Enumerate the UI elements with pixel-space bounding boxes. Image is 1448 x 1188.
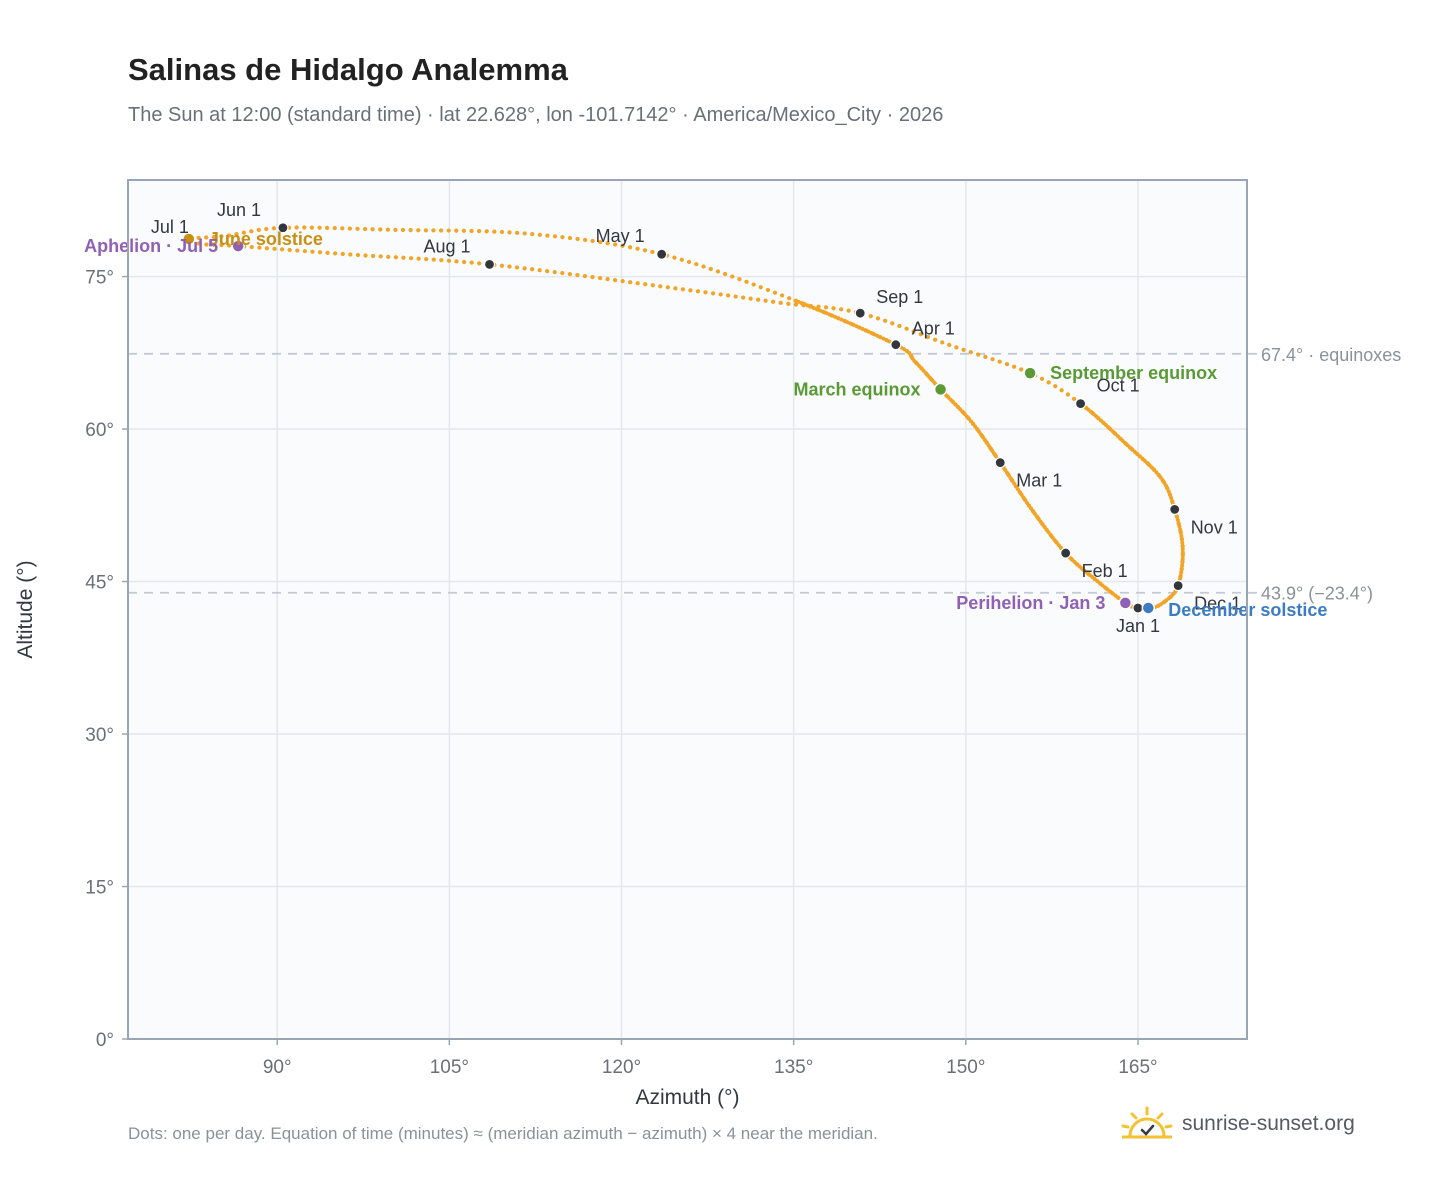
month-marker-label: Feb 1 — [1082, 561, 1128, 581]
reference-line-label: 67.4° · equinoxes — [1261, 345, 1401, 365]
y-tick-label: 15° — [85, 878, 114, 899]
month-marker-dot — [1074, 398, 1087, 410]
footnote: Dots: one per day. Equation of time (min… — [128, 1124, 878, 1143]
month-marker-label: Jul 1 — [151, 217, 189, 237]
x-axis-title: Azimuth (°) — [635, 1086, 739, 1109]
month-marker-label: Oct 1 — [1097, 376, 1140, 396]
brand-logo[interactable]: sunrise-sunset.org — [1120, 1104, 1355, 1144]
month-marker-dot — [1172, 580, 1184, 592]
chart-subtitle: The Sun at 12:00 (standard time) · lat 2… — [128, 104, 944, 126]
x-tick-label: 90° — [263, 1057, 292, 1078]
event-marker-dot — [182, 232, 196, 246]
event-marker-dot — [1118, 596, 1133, 610]
reference-line-label: 43.9° (−23.4°) — [1261, 584, 1373, 604]
sun-logo-icon — [1121, 1106, 1173, 1139]
x-tick-label: 105° — [430, 1057, 469, 1078]
event-label: Aphelion · Jul 5 — [84, 236, 218, 256]
month-marker-label: Jan 1 — [1116, 616, 1160, 636]
month-marker-label: Apr 1 — [912, 319, 955, 339]
x-tick-label: 165° — [1118, 1057, 1157, 1078]
event-marker-dot — [231, 239, 245, 253]
plot-area — [128, 180, 1247, 1039]
month-marker-label: May 1 — [596, 226, 645, 246]
event-label: September equinox — [1050, 363, 1217, 383]
event-label: Perihelion · Jan 3 — [956, 593, 1105, 613]
event-marker-dot — [1141, 601, 1156, 615]
month-marker-label: Sep 1 — [876, 287, 923, 307]
month-marker-label: Aug 1 — [424, 236, 471, 256]
brand-name: sunrise-sunset.org — [1182, 1112, 1355, 1135]
month-marker-dot — [483, 258, 496, 270]
month-marker-dot — [277, 222, 289, 234]
x-tick-label: 150° — [946, 1057, 985, 1078]
x-tick-label: 120° — [602, 1057, 641, 1078]
month-marker-label: Jun 1 — [217, 200, 261, 220]
month-marker-dot — [1132, 602, 1144, 614]
month-marker-dot — [656, 248, 668, 260]
event-marker-dot — [933, 382, 948, 397]
y-axis-title: Altitude (°) — [14, 560, 37, 658]
month-marker-dot — [890, 339, 902, 351]
y-tick-label: 45° — [85, 573, 114, 594]
event-label: March equinox — [794, 379, 921, 399]
month-marker-dot — [1169, 503, 1181, 515]
x-tick-label: 135° — [774, 1057, 813, 1078]
month-marker-dot — [994, 457, 1006, 469]
month-marker-label: Mar 1 — [1016, 471, 1062, 491]
y-tick-label: 75° — [85, 268, 114, 289]
month-marker-label: Nov 1 — [1191, 517, 1238, 537]
y-tick-label: 0° — [96, 1030, 114, 1051]
event-label: June solstice — [209, 229, 323, 249]
month-marker-label: Dec 1 — [1194, 594, 1241, 614]
y-tick-label: 30° — [85, 725, 114, 746]
event-marker-dot — [1023, 366, 1037, 380]
month-marker-dot — [854, 307, 866, 319]
month-marker-dot — [1060, 547, 1072, 559]
chart-title: Salinas de Hidalgo Analemma — [128, 52, 568, 87]
y-tick-label: 60° — [85, 420, 114, 441]
plot-frame — [127, 179, 1248, 1040]
